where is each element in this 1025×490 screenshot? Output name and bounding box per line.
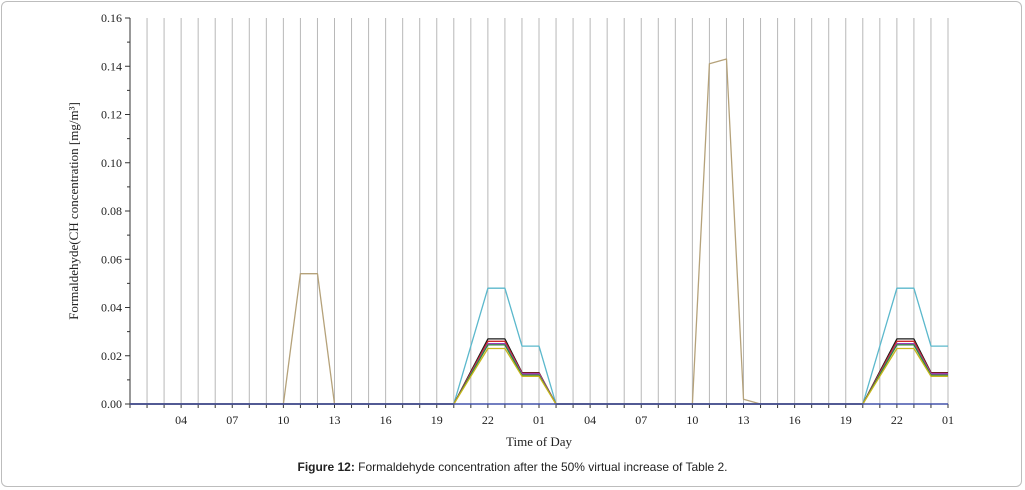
x-tick-label: 16 <box>789 413 801 427</box>
x-tick-label: 07 <box>635 413 647 427</box>
series-line <box>130 347 948 405</box>
y-tick-label: 0.12 <box>101 108 122 122</box>
y-tick-label: 0.06 <box>101 252 122 266</box>
vertical-gridlines <box>146 18 949 404</box>
x-tick-label: 22 <box>482 413 494 427</box>
y-axis-label: Formaldehyde(CH concentration [mg/m³] <box>66 102 81 320</box>
x-tick-label: 07 <box>226 413 238 427</box>
x-tick-label: 10 <box>277 413 289 427</box>
x-axis-ticks: 04 07 10 13 16 19 22 01 04 07 10 13 16 19 22 01 <box>129 404 954 427</box>
x-tick-label: 16 <box>380 413 392 427</box>
x-tick-label: 01 <box>533 413 545 427</box>
x-tick-label: 19 <box>431 413 443 427</box>
y-tick-label: 0.10 <box>101 156 122 170</box>
caption-text: Formaldehyde concentration after the 50%… <box>354 460 728 474</box>
x-tick-label: 13 <box>738 413 750 427</box>
x-axis-label: Time of Day <box>506 434 572 449</box>
x-tick-label: 13 <box>329 413 341 427</box>
x-tick-label: 01 <box>942 413 954 427</box>
formaldehyde-line-chart: 0.000.020.040.060.080.100.120.140.16 04 0… <box>66 11 954 449</box>
x-tick-label: 10 <box>686 413 698 427</box>
y-axis-ticks: 0.00 0.02 0.04 0.06 0.08 0.10 0.12 0.14 0.16 <box>101 11 130 411</box>
y-tick-label: 0.14 <box>101 59 122 73</box>
y-tick-label: 0.02 <box>101 349 122 363</box>
figure-caption: Figure 12: Formaldehyde concentration af… <box>0 460 1025 474</box>
x-tick-label: 04 <box>175 413 187 427</box>
x-tick-label: 19 <box>840 413 852 427</box>
series-line <box>130 287 948 405</box>
chart-series <box>130 58 948 405</box>
y-tick-label: 0.00 <box>101 397 122 411</box>
caption-label: Figure 12: <box>297 460 355 474</box>
x-tick-label: 22 <box>891 413 903 427</box>
y-tick-label: 0.04 <box>101 301 122 315</box>
x-tick-label: 04 <box>584 413 596 427</box>
y-tick-label: 0.16 <box>101 11 122 25</box>
y-tick-label: 0.08 <box>101 204 122 218</box>
